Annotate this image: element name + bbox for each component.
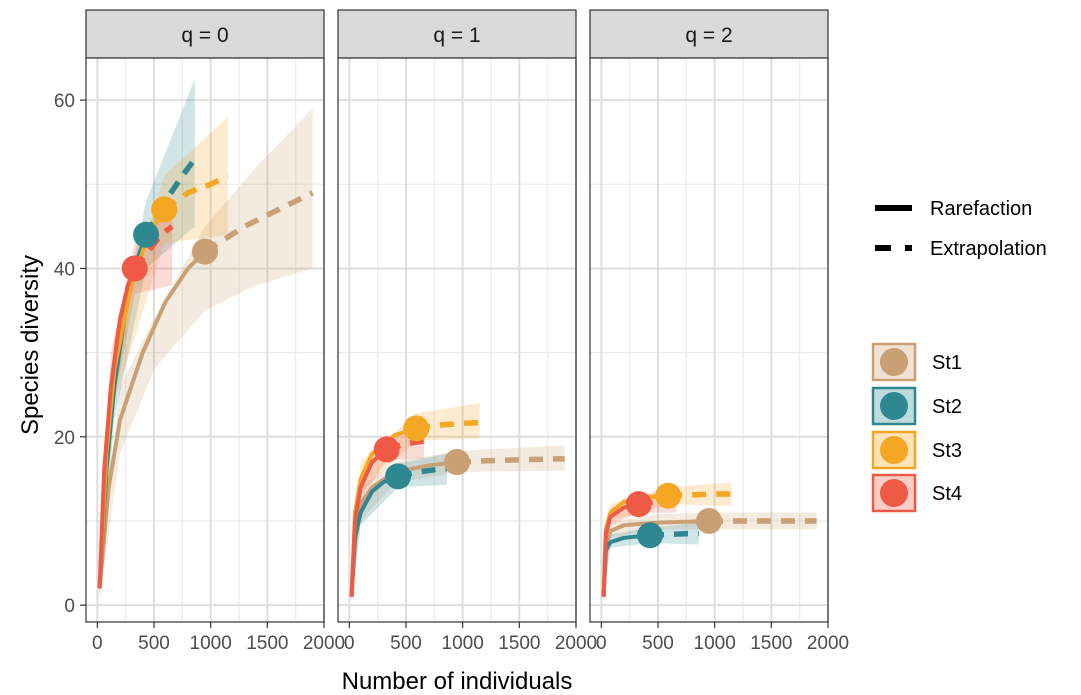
confidence-band-st2 [603, 522, 699, 601]
observed-point-st4 [373, 436, 400, 463]
x-tick-label: 1000 [190, 633, 232, 654]
facet-strip-label: q = 1 [433, 24, 480, 47]
legend-point-st3 [880, 436, 908, 464]
y-tick-label: 40 [54, 259, 75, 280]
y-tick-label: 20 [54, 428, 75, 449]
facet-panel: q = 0 0 500 1000 1500 2000 0 20 40 60 [54, 9, 345, 654]
x-tick-label: 2000 [303, 633, 345, 654]
facet-panel: q = 2 0 500 1000 1500 2000 [589, 9, 849, 654]
legend-label-st2: St2 [932, 396, 962, 418]
x-tick-label: 2000 [555, 633, 597, 654]
x-tick-label: 0 [92, 633, 103, 654]
observed-point-st2 [637, 522, 664, 549]
observed-point-st1 [192, 238, 218, 265]
legend-point-st1 [880, 348, 908, 376]
legend-label-st4: St4 [932, 483, 962, 505]
x-tick-label: 1500 [246, 633, 288, 654]
confidence-band-st4 [603, 488, 677, 601]
observed-point-st3 [151, 196, 178, 223]
facet-panel: q = 1 0 500 1000 1500 2000 [337, 9, 597, 654]
extrapolation-line-st1 [456, 455, 565, 465]
legend-label-extrapolation: Extrapolation [930, 238, 1047, 260]
y-tick-label: 60 [54, 91, 75, 112]
x-tick-label: 0 [344, 633, 355, 654]
panel-border [589, 57, 829, 623]
facet-strip [85, 9, 325, 59]
x-tick-label: 1000 [442, 633, 484, 654]
legend-label-st3: St3 [932, 440, 962, 462]
rarefaction-line-st1 [97, 250, 207, 589]
confidence-band-st1 [99, 108, 313, 597]
facet-strip-label: q = 0 [181, 24, 228, 47]
confidence-band-st3 [99, 116, 228, 597]
x-axis-label: Number of individuals [342, 668, 573, 695]
site-legend: St1 St2 St3 St4 [871, 342, 962, 513]
observed-point-st3 [655, 482, 682, 509]
legend-label-rarefaction: Rarefaction [930, 198, 1032, 220]
x-tick-label: 0 [596, 633, 607, 654]
x-tick-label: 1500 [750, 633, 792, 654]
extrapolation-line-st2 [143, 157, 198, 237]
observed-point-st2 [385, 463, 412, 490]
observed-point-st1 [696, 507, 722, 534]
method-legend: Rarefaction Extrapolation [875, 198, 1047, 260]
legend-label-st1: St1 [932, 352, 962, 374]
facet-strip-label: q = 2 [685, 24, 732, 47]
x-tick-label: 500 [642, 633, 674, 654]
x-tick-label: 500 [138, 633, 170, 654]
panel-border [337, 57, 577, 623]
legend-point-st4 [880, 479, 908, 507]
x-tick-label: 1500 [498, 633, 540, 654]
observed-point-st2 [133, 221, 160, 248]
legend-point-st2 [880, 392, 908, 420]
observed-point-st4 [625, 491, 652, 518]
observed-point-st3 [403, 415, 430, 442]
observed-point-st1 [444, 449, 470, 476]
y-axis-label: Species diversity [17, 255, 44, 435]
observed-point-st4 [121, 255, 148, 282]
rarefaction-line-st4 [97, 267, 137, 589]
extrapolation-line-st1 [203, 190, 314, 254]
x-tick-label: 1000 [694, 633, 736, 654]
confidence-band-st1 [603, 512, 817, 601]
panel-background [338, 58, 576, 622]
y-tick-label: 0 [64, 596, 75, 617]
confidence-band-st1 [351, 445, 565, 601]
x-tick-label: 500 [390, 633, 422, 654]
facet-strip [589, 9, 829, 59]
x-tick-label: 2000 [807, 633, 849, 654]
panel-border [85, 57, 325, 623]
